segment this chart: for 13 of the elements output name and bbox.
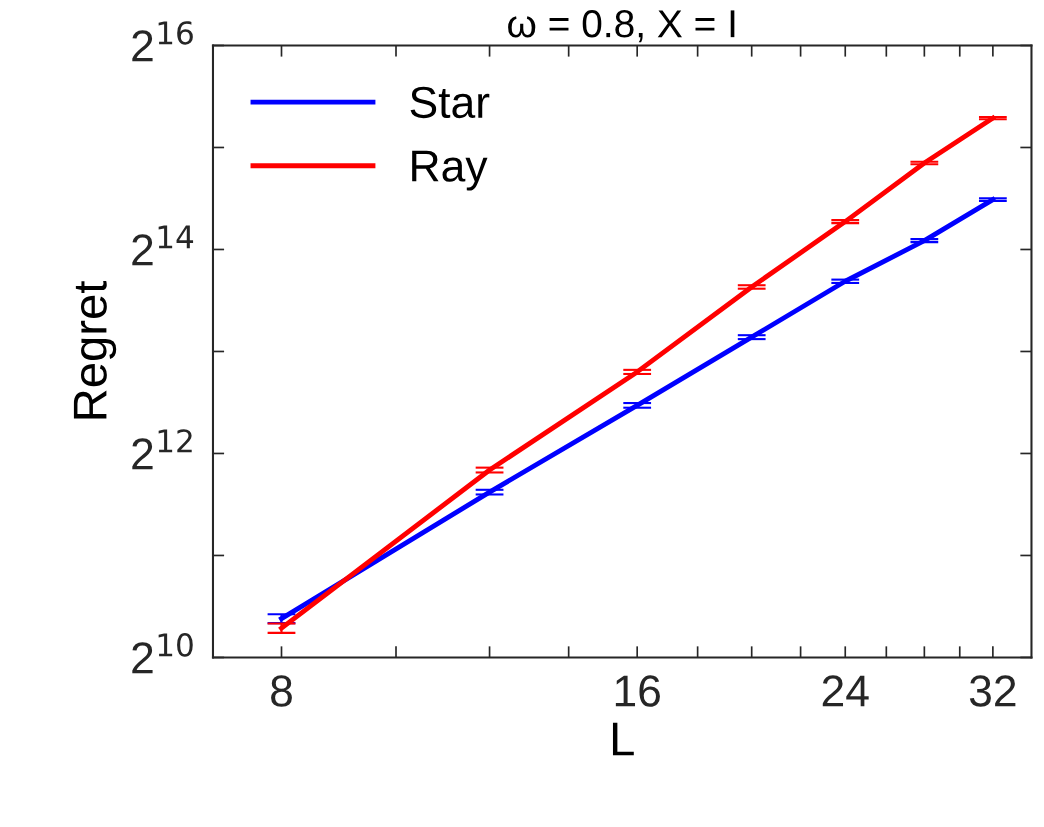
y-axis-title: Regret [73,280,117,419]
y-tick-label: 2$^{16}$ [132,21,193,62]
y-tick-label: 2$^{10}$ [132,633,193,674]
y-tick-label: 2$^{14}$ [132,225,194,266]
x-tick-label: 24 [822,675,869,707]
chart-title: ω = 0.8, X = I [508,10,735,43]
x-tick-label: 16 [615,675,660,707]
y-tick-label: 2$^{12}$ [132,429,192,470]
x-tick-label: 8 [271,675,292,707]
x-axis-title: L [612,722,634,756]
x-tick-label: 32 [969,675,1016,707]
legend-label: Star [410,86,490,119]
legend-label: Ray [412,150,488,191]
